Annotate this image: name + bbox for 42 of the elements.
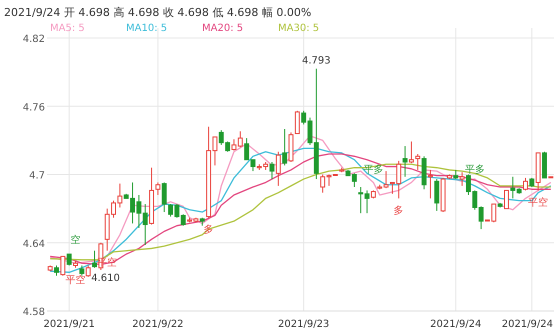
candlestick [155, 182, 160, 196]
y-tick-label: 4.76 [22, 102, 45, 114]
candlestick [408, 141, 414, 164]
text: MA10: 5 [126, 23, 168, 34]
x-tick-label: 2021/9/24 [502, 319, 553, 330]
y-tick-label: 4.58 [22, 307, 45, 318]
annotation: 空 [70, 234, 81, 246]
y-tick-label: 4.82 [22, 34, 45, 45]
x-tick-label: 2021/9/23 [278, 319, 330, 330]
candlestick [60, 256, 66, 276]
candlestick [434, 178, 440, 212]
y-tick-label: 4.7 [29, 170, 45, 182]
text: MA5: 5 [50, 23, 85, 34]
candlestick [428, 169, 433, 199]
candlestick [282, 128, 288, 166]
x-tick-label: 2021/9/24 [430, 319, 482, 330]
candlestick [86, 265, 91, 278]
candlestick [276, 151, 281, 186]
annotation: 4.793 [302, 56, 331, 67]
candlestick [270, 161, 274, 180]
x-tick-label: 2021/9/21 [44, 319, 95, 330]
text: MA20: 5 [202, 23, 244, 34]
candlestick [92, 250, 97, 268]
candlestick [66, 254, 72, 266]
candlestick [504, 190, 509, 210]
candlestick [402, 146, 408, 178]
candlestick [453, 169, 458, 180]
candlestick [162, 182, 167, 213]
x-tick-label: 2021/9/22 [132, 319, 184, 330]
candlestick [523, 177, 528, 191]
candlestick [460, 172, 465, 186]
candlestick [54, 265, 59, 276]
chart-title: 2021/9/24 开 4.698 高 4.698 收 4.698 低 4.698 幅 0.00% [4, 6, 312, 19]
y-tick-label: 4.64 [22, 238, 45, 250]
text: MA30: 5 [278, 23, 320, 34]
candlestick [294, 110, 300, 134]
candlestick [79, 265, 84, 276]
annotation: 平空 [66, 274, 86, 286]
annotation: 多 [394, 204, 404, 216]
annotation: 平空 [528, 196, 548, 208]
candlestick [529, 177, 534, 188]
annotation: 4.610 [91, 272, 120, 284]
